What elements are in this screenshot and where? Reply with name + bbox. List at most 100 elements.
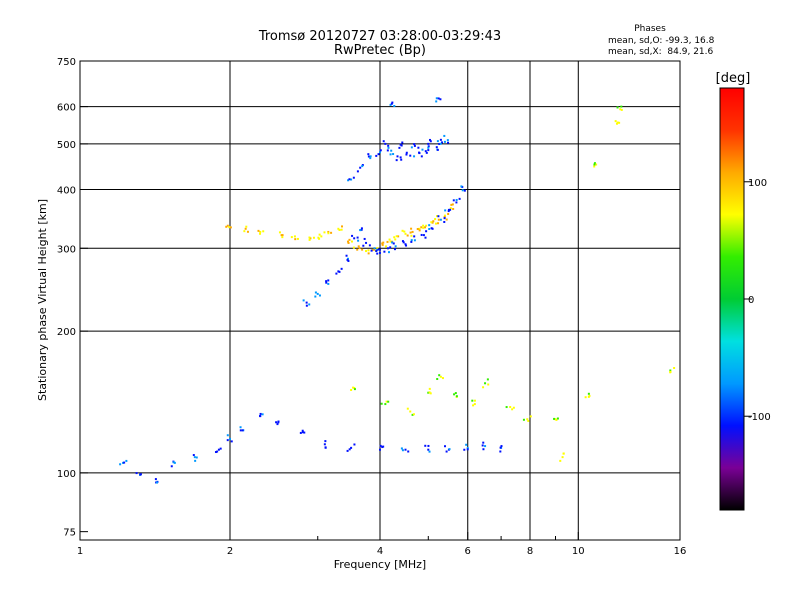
echo-point	[389, 246, 392, 249]
echo-point	[444, 445, 447, 448]
echo-point	[417, 146, 420, 149]
echo-point	[392, 153, 395, 156]
echo-point	[388, 238, 391, 241]
echo-point	[363, 237, 366, 240]
echo-point	[348, 448, 351, 451]
echo-point	[421, 148, 424, 151]
echo-point	[192, 454, 195, 457]
echo-point	[428, 227, 431, 230]
echo-point	[346, 258, 349, 261]
echo-point	[436, 215, 439, 218]
echo-point	[327, 282, 330, 285]
echo-point	[373, 247, 376, 250]
stats-heading: Phases	[634, 24, 666, 34]
echo-point	[351, 234, 354, 237]
echo-point	[616, 106, 619, 109]
echo-point	[387, 146, 390, 149]
echo-point	[348, 238, 351, 241]
echo-point	[119, 463, 122, 466]
echo-point	[345, 254, 348, 257]
echo-point	[369, 155, 372, 158]
echo-point	[390, 149, 393, 152]
echo-point	[301, 429, 304, 432]
echo-point	[275, 421, 278, 424]
echo-point	[324, 446, 327, 449]
echo-point	[431, 221, 434, 224]
chart-subtitle: RwPretec (Bp)	[334, 43, 426, 58]
echo-point	[390, 102, 393, 105]
echo-point	[446, 139, 449, 142]
echo-point	[347, 259, 350, 262]
echo-point	[584, 396, 587, 399]
echo-point	[411, 413, 414, 416]
echo-point	[353, 386, 356, 389]
echo-point	[499, 446, 502, 449]
echo-point	[340, 267, 343, 270]
echo-point	[620, 105, 623, 108]
echo-point	[229, 226, 232, 229]
y-tick-label: 200	[57, 327, 76, 338]
echo-point	[445, 450, 448, 453]
echo-point	[447, 210, 450, 213]
echo-point	[383, 250, 386, 253]
echo-point	[356, 236, 359, 239]
echo-point	[460, 185, 463, 188]
colorbar-label: [deg]	[716, 71, 751, 86]
colorbar-tick-label: 0	[748, 295, 754, 306]
echo-point	[318, 294, 321, 297]
echo-point	[381, 242, 384, 245]
echo-point	[429, 392, 432, 395]
echo-point	[356, 170, 359, 173]
echo-point	[435, 146, 438, 149]
echo-point	[228, 226, 231, 229]
echo-point	[466, 446, 469, 449]
echo-point	[399, 156, 402, 159]
echo-point	[259, 232, 262, 235]
echo-point	[427, 146, 430, 149]
echo-point	[385, 245, 388, 248]
echo-point	[241, 429, 244, 432]
echo-point	[302, 299, 305, 302]
echo-point	[615, 122, 618, 125]
echo-point	[392, 242, 395, 245]
echo-point	[616, 121, 619, 124]
echo-point	[669, 369, 672, 372]
y-tick-label: 300	[57, 244, 76, 255]
echo-point	[499, 450, 502, 453]
echo-point	[509, 406, 512, 409]
echo-point	[246, 230, 249, 233]
echo-point	[259, 412, 262, 415]
echo-point	[394, 245, 397, 248]
echo-point	[395, 235, 398, 238]
echo-point	[553, 417, 556, 420]
echo-point	[259, 230, 262, 233]
echo-point	[404, 448, 407, 451]
echo-point	[448, 448, 451, 451]
echo-point	[359, 229, 362, 232]
echo-point	[449, 208, 452, 211]
echo-point	[406, 234, 409, 237]
echo-point	[420, 233, 423, 236]
x-tick-label: 16	[674, 546, 687, 557]
echo-point	[444, 209, 447, 212]
echo-point	[327, 230, 330, 233]
echo-point	[388, 251, 391, 254]
colorbar-ticks: 100 0 -100	[744, 178, 771, 423]
echo-point	[409, 410, 412, 413]
echo-point	[439, 142, 442, 145]
x-tick-label: 6	[465, 546, 471, 557]
echo-point	[350, 446, 353, 449]
echo-point	[400, 158, 403, 161]
echo-point	[303, 431, 306, 434]
echo-point	[439, 375, 442, 378]
echo-point	[411, 230, 414, 233]
echo-point	[367, 153, 370, 156]
echo-point	[362, 244, 365, 247]
echo-point	[360, 227, 363, 230]
echo-point	[317, 236, 320, 239]
echo-point	[443, 140, 446, 143]
echo-point	[413, 239, 416, 242]
echo-point	[389, 153, 392, 156]
echo-point	[281, 236, 284, 239]
echo-point	[428, 450, 431, 453]
